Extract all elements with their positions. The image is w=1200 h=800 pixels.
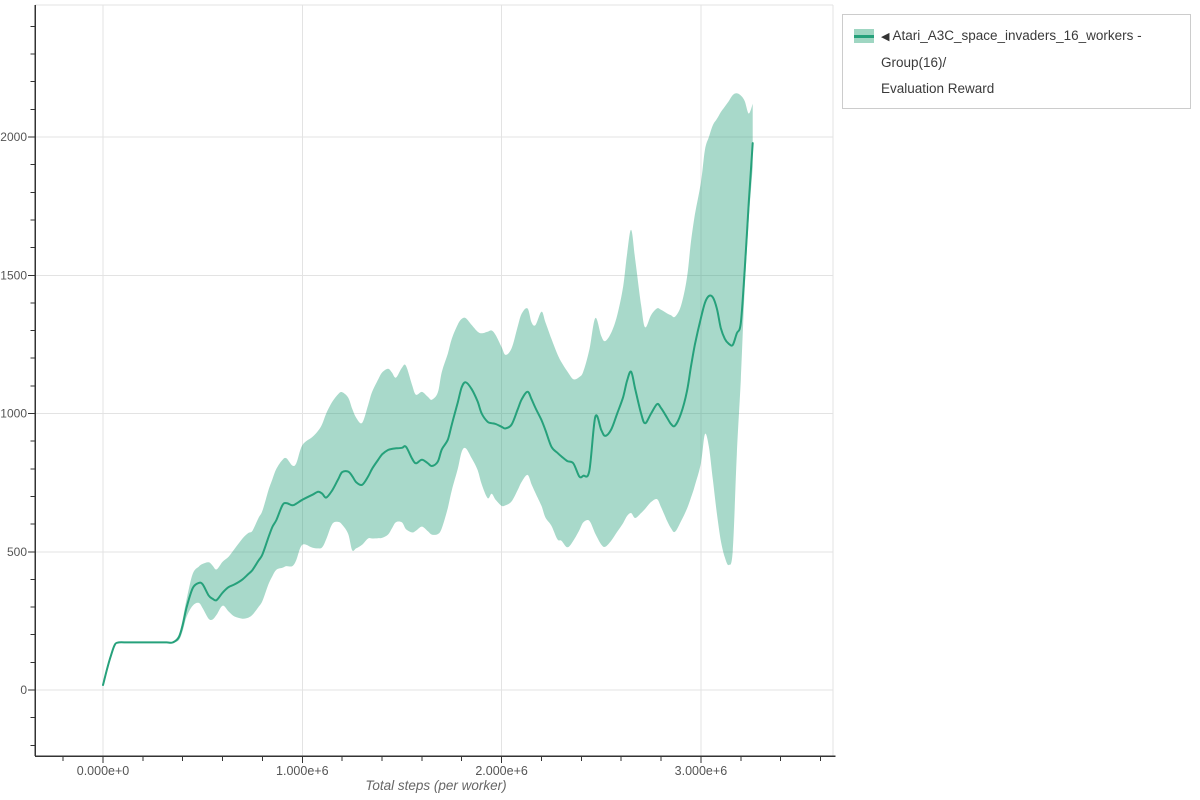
y-tick-label: 0 — [20, 683, 27, 697]
x-tick-label: 0.000e+0 — [77, 764, 130, 778]
x-tick-label: 1.000e+6 — [276, 764, 329, 778]
series-line — [102, 142, 754, 686]
y-tick-label: 1500 — [0, 268, 27, 282]
x-tick-label: 3.000e+6 — [675, 764, 728, 778]
y-tick-label: 500 — [7, 545, 27, 559]
x-tick-label: 2.000e+6 — [475, 764, 528, 778]
tick-labels: 0 500 1000 1500 2000 0.000e+0 1.000e+6 2.000e+6… — [0, 130, 727, 778]
x-axis-title: Total steps (per worker) — [365, 778, 506, 793]
confidence-band — [172, 93, 753, 643]
legend-label: ◀ Atari_A3C_space_invaders_16_workers - G… — [881, 23, 1180, 102]
legend-label-line1: Atari_A3C_space_invaders_16_workers - Gr… — [881, 28, 1142, 70]
axis-ticks — [28, 25, 821, 763]
collapse-arrow-icon: ◀ — [881, 31, 890, 43]
series-layer — [102, 93, 754, 686]
series-swatch-line-icon — [854, 34, 874, 38]
axes — [34, 5, 836, 757]
y-tick-label: 1000 — [0, 407, 27, 421]
legend-label-line2: Evaluation Reward — [881, 81, 995, 96]
legend-item[interactable]: ◀ Atari_A3C_space_invaders_16_workers - G… — [854, 23, 1180, 102]
series-swatch-icon — [854, 29, 874, 43]
y-tick-label: 2000 — [0, 130, 27, 144]
gridlines — [35, 4, 834, 756]
legend: ◀ Atari_A3C_space_invaders_16_workers - G… — [842, 14, 1191, 109]
